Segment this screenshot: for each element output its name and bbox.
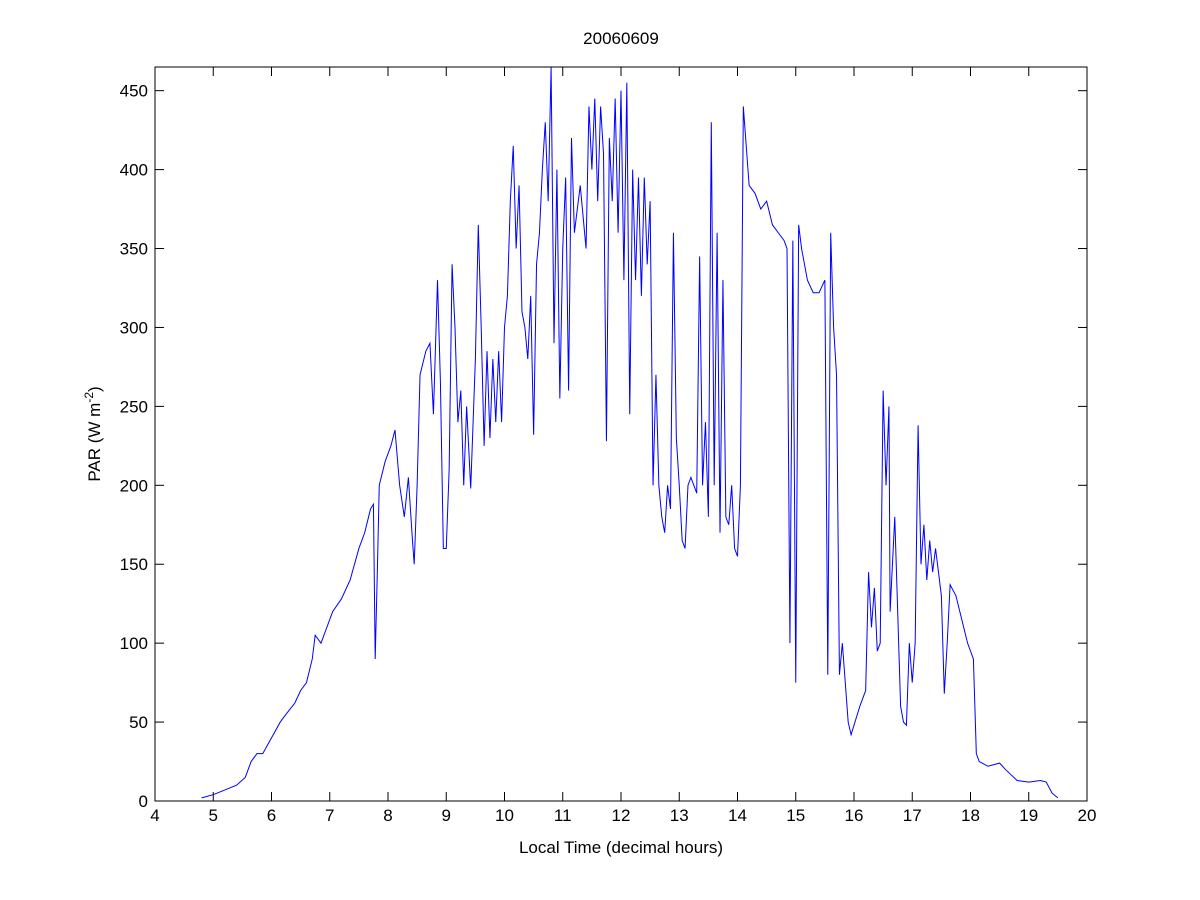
y-tick-label: 150	[120, 555, 148, 574]
y-tick-label: 300	[120, 318, 148, 337]
x-tick-label: 6	[267, 806, 276, 825]
x-tick-label: 8	[383, 806, 392, 825]
y-tick-label: 350	[120, 240, 148, 259]
x-tick-label: 14	[728, 806, 747, 825]
x-tick-label: 10	[495, 806, 514, 825]
y-tick-label: 0	[139, 792, 148, 811]
chart-title: 20060609	[583, 29, 659, 48]
x-tick-label: 18	[961, 806, 980, 825]
y-axis-label: PAR (W m-2)	[82, 386, 104, 481]
x-tick-label: 4	[150, 806, 159, 825]
y-tick-label: 400	[120, 161, 148, 180]
x-tick-label: 20	[1078, 806, 1097, 825]
y-axis-label-text: )	[85, 386, 104, 392]
x-tick-label: 12	[612, 806, 631, 825]
x-tick-label: 9	[442, 806, 451, 825]
data-line	[201, 66, 1059, 799]
y-axis-label-text: PAR (W m	[85, 403, 104, 482]
x-tick-label: 11	[554, 806, 572, 825]
x-axis-label: Local Time (decimal hours)	[519, 838, 723, 857]
x-tick-label: 7	[325, 806, 334, 825]
y-tick-label: 100	[120, 634, 148, 653]
x-tick-label: 15	[786, 806, 805, 825]
x-tick-label: 16	[845, 806, 864, 825]
plot-frame	[154, 66, 1088, 802]
y-tick-label: 450	[120, 82, 148, 101]
y-tick-label: 50	[129, 713, 148, 732]
x-tick-label: 13	[670, 806, 689, 825]
x-tick-label: 19	[1019, 806, 1038, 825]
x-tick-label: 5	[209, 806, 218, 825]
x-tick-label: 17	[903, 806, 922, 825]
y-axis-label-superscript: -2	[82, 392, 96, 403]
y-tick-label: 200	[120, 476, 148, 495]
y-tick-label: 250	[120, 397, 148, 416]
